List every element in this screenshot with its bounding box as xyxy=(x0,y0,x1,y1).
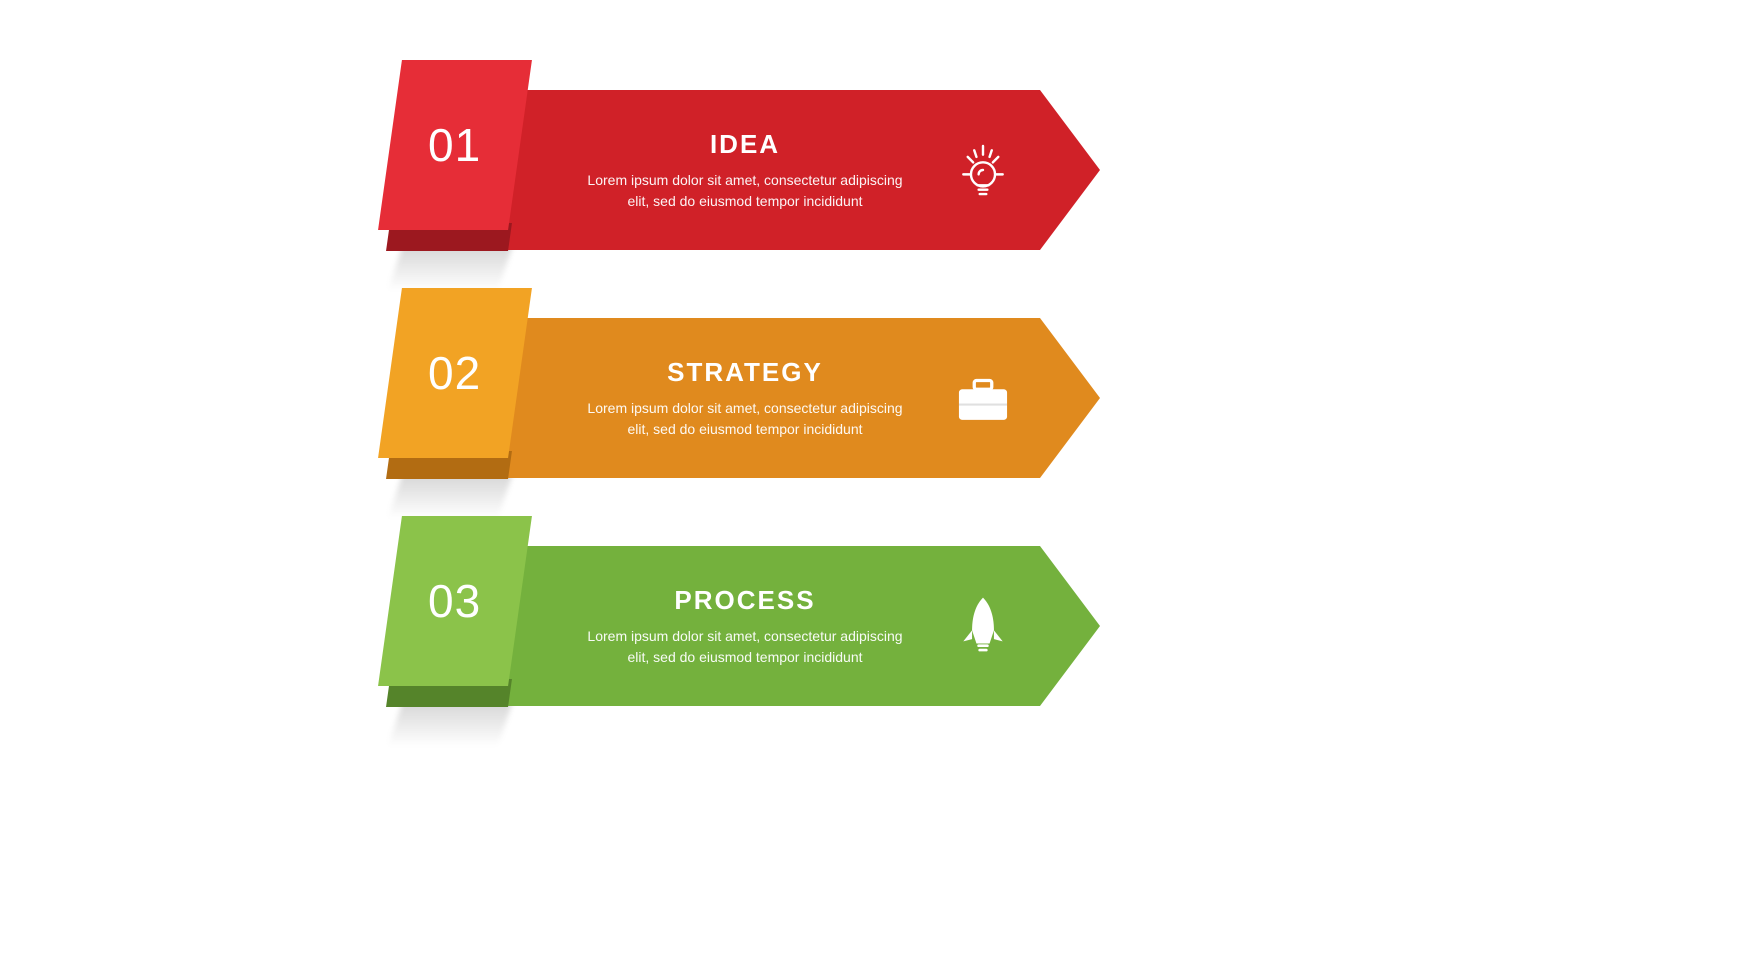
step-content: PROCESS Lorem ipsum dolor sit amet, cons… xyxy=(585,585,905,668)
step-number: 03 xyxy=(428,574,481,628)
step-description: Lorem ipsum dolor sit amet, consectetur … xyxy=(585,398,905,440)
step-content: IDEA Lorem ipsum dolor sit amet, consect… xyxy=(585,129,905,212)
step-arrowhead xyxy=(1040,318,1100,478)
step-arrowhead xyxy=(1040,546,1100,706)
rocket-icon xyxy=(948,591,1018,661)
step-description: Lorem ipsum dolor sit amet, consectetur … xyxy=(585,170,905,212)
step-number-badge: 03 xyxy=(378,516,532,686)
lightbulb-icon xyxy=(948,135,1018,205)
step-title: STRATEGY xyxy=(585,357,905,388)
step-bar: PROCESS Lorem ipsum dolor sit amet, cons… xyxy=(500,546,1040,706)
step-number-badge: 01 xyxy=(378,60,532,230)
step-2: STRATEGY Lorem ipsum dolor sit amet, con… xyxy=(380,288,1100,508)
step-number: 01 xyxy=(428,118,481,172)
step-3: PROCESS Lorem ipsum dolor sit amet, cons… xyxy=(380,516,1100,736)
infographic-stage: IDEA Lorem ipsum dolor sit amet, consect… xyxy=(380,60,1100,744)
step-description: Lorem ipsum dolor sit amet, consectetur … xyxy=(585,626,905,668)
step-title: IDEA xyxy=(585,129,905,160)
step-number: 02 xyxy=(428,346,481,400)
step-number-badge: 02 xyxy=(378,288,532,458)
step-content: STRATEGY Lorem ipsum dolor sit amet, con… xyxy=(585,357,905,440)
step-title: PROCESS xyxy=(585,585,905,616)
briefcase-icon xyxy=(948,363,1018,433)
step-bar: STRATEGY Lorem ipsum dolor sit amet, con… xyxy=(500,318,1040,478)
step-1: IDEA Lorem ipsum dolor sit amet, consect… xyxy=(380,60,1100,280)
step-arrowhead xyxy=(1040,90,1100,250)
step-bar: IDEA Lorem ipsum dolor sit amet, consect… xyxy=(500,90,1040,250)
